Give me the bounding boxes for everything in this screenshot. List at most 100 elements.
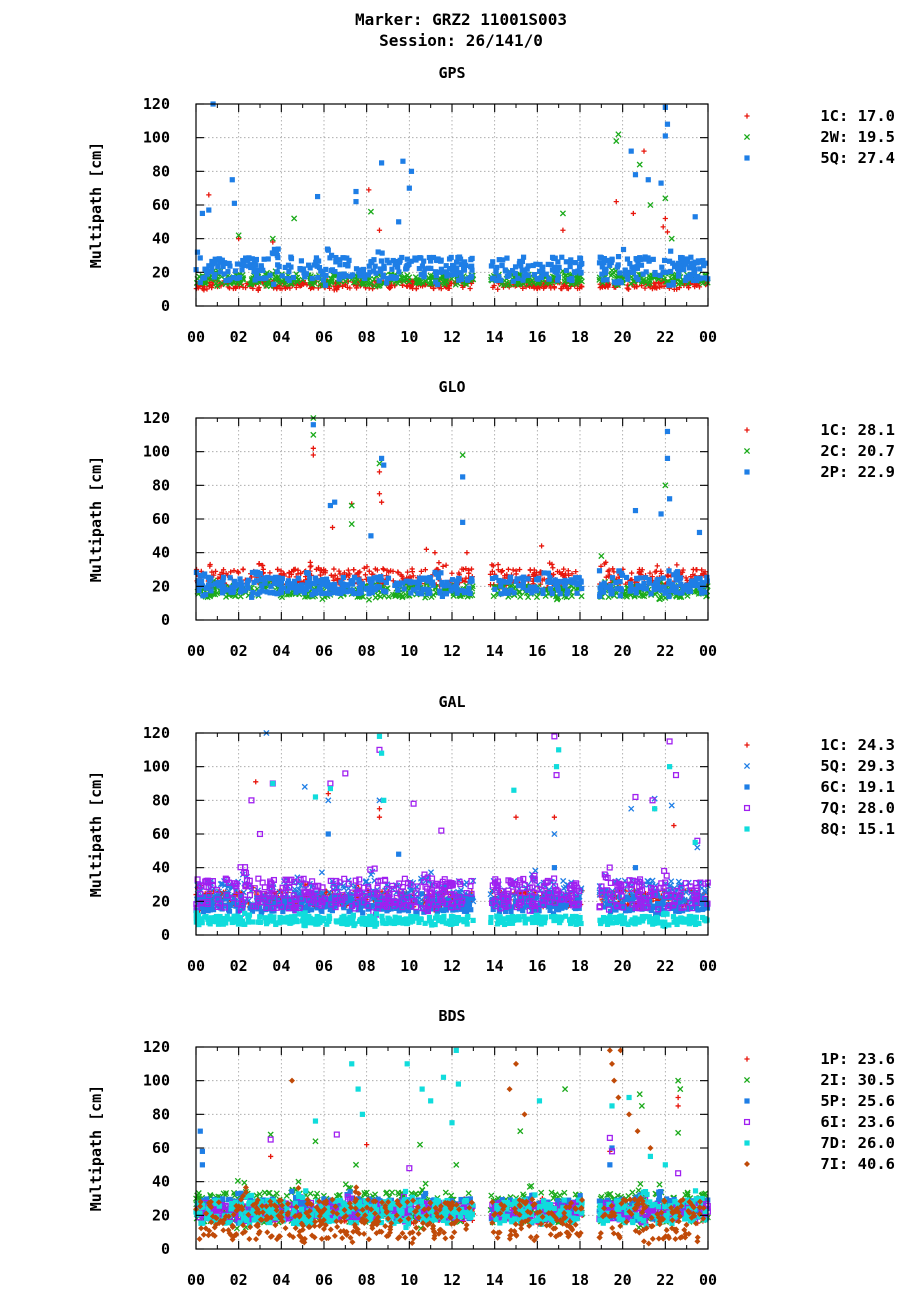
glo-point-1c xyxy=(331,566,337,572)
gps-point-5q xyxy=(468,274,474,281)
glo-point-2p xyxy=(349,581,356,587)
glo-point-2p xyxy=(444,579,450,585)
gps-point-5q xyxy=(353,199,359,205)
glo-point-2p xyxy=(618,586,624,592)
glo-point-1c xyxy=(310,452,316,458)
gps-title: GPS xyxy=(438,64,465,82)
glo-point-2p xyxy=(285,580,291,587)
gps-point-5q xyxy=(438,266,444,272)
gps-point-1c xyxy=(366,187,372,193)
glo-point-2p xyxy=(552,577,558,583)
gps-point-5q xyxy=(512,264,519,270)
gal-point-1c xyxy=(671,822,677,829)
gps-point-2w xyxy=(342,278,349,285)
glo-point-1c xyxy=(336,568,342,574)
gps-point-1c xyxy=(430,285,437,291)
gps-point-5q xyxy=(444,273,450,279)
gps-point-5q xyxy=(498,277,504,283)
glo-point-2p xyxy=(232,579,238,585)
gps-legend-marker-1c xyxy=(744,113,750,119)
glo-point-1c xyxy=(550,565,556,571)
glo-point-2p xyxy=(259,577,265,583)
gps-point-5q xyxy=(261,275,267,282)
gps-point-5q xyxy=(629,264,635,270)
gps-point-2w xyxy=(237,280,244,287)
gps-point-5q xyxy=(627,269,633,275)
gps-point-5q xyxy=(405,262,411,269)
glo-point-2p xyxy=(379,455,385,461)
glo-point-1c xyxy=(561,566,567,572)
gps-point-5q xyxy=(599,264,605,270)
glo-point-2p xyxy=(442,590,448,597)
gps-point-5q xyxy=(635,262,641,268)
gps-point-2w xyxy=(608,267,616,274)
glo-point-2p xyxy=(609,590,615,596)
gps-xtick-label: 06 xyxy=(315,328,333,346)
gps-point-5q xyxy=(343,273,349,279)
gal-point-6c xyxy=(396,851,402,857)
gps-point-5q xyxy=(549,267,556,273)
glo-point-1c xyxy=(376,469,383,475)
gps-point-5q xyxy=(457,256,464,262)
gal-point-6c xyxy=(468,907,474,913)
glo-point-2c xyxy=(372,594,379,601)
glo-point-2p xyxy=(617,579,623,585)
gps-point-5q xyxy=(417,255,423,261)
glo-point-1c xyxy=(436,560,442,566)
gps-point-5q xyxy=(393,259,399,265)
glo-point-2p xyxy=(426,587,432,593)
glo-ytick-label: 100 xyxy=(143,443,170,461)
gps-point-5q xyxy=(515,275,521,282)
glo-point-2p xyxy=(383,589,389,595)
glo-point-2p xyxy=(670,581,676,587)
gps-point-2w xyxy=(613,137,620,145)
gps-point-5q xyxy=(212,260,218,266)
glo-legend-marker-2c xyxy=(743,447,751,455)
glo-point-2p xyxy=(623,574,630,581)
gps-point-5q xyxy=(369,258,375,265)
gps-ytick-label: 100 xyxy=(143,129,170,147)
gps-point-5q xyxy=(396,219,402,225)
glo-point-2p xyxy=(310,422,316,428)
gps-point-5q xyxy=(676,266,683,272)
gps-point-5q xyxy=(446,256,453,262)
gps-point-5q xyxy=(347,273,354,279)
glo-legend-label-1c: 1C: 28.1 xyxy=(820,421,895,439)
glo-point-2p xyxy=(414,585,421,591)
gps-point-5q xyxy=(569,277,575,284)
gps-point-5q xyxy=(341,255,347,261)
glo-point-2p xyxy=(435,574,442,581)
gps-point-5q xyxy=(520,254,527,260)
gps-point-5q xyxy=(290,274,296,281)
gal-point-7q xyxy=(661,867,668,874)
gps-point-5q xyxy=(551,255,557,262)
gps-point-5q xyxy=(618,280,624,286)
glo-point-2p xyxy=(383,579,389,586)
glo-point-1c xyxy=(381,567,387,573)
gps-xtick-label: 18 xyxy=(571,328,589,346)
gps-point-5q xyxy=(661,257,668,264)
gal-point-1c xyxy=(513,814,519,820)
glo-point-2p xyxy=(412,579,418,585)
gps-point-5q xyxy=(535,276,541,282)
glo-point-2p xyxy=(673,576,679,582)
gps-point-2w xyxy=(559,210,566,217)
gps-point-5q xyxy=(620,246,627,253)
glo-point-2p xyxy=(633,590,639,596)
glo-point-1c xyxy=(351,567,357,573)
gps-ytick-label: 0 xyxy=(161,297,170,315)
gps-point-1c xyxy=(256,284,262,291)
gal-point-6c xyxy=(466,902,473,908)
glo-point-1c xyxy=(409,566,415,572)
glo-ytick-label: 0 xyxy=(161,611,170,629)
glo-point-2p xyxy=(598,588,604,594)
gps-point-5q xyxy=(433,273,439,279)
glo-point-1c xyxy=(376,491,383,497)
gps-point-1c xyxy=(386,285,393,291)
gps-point-5q xyxy=(231,200,237,206)
gps-xtick-label: 02 xyxy=(230,328,248,346)
glo-point-2p xyxy=(356,590,362,597)
glo-point-1c xyxy=(366,568,372,574)
glo-point-2p xyxy=(654,580,660,586)
